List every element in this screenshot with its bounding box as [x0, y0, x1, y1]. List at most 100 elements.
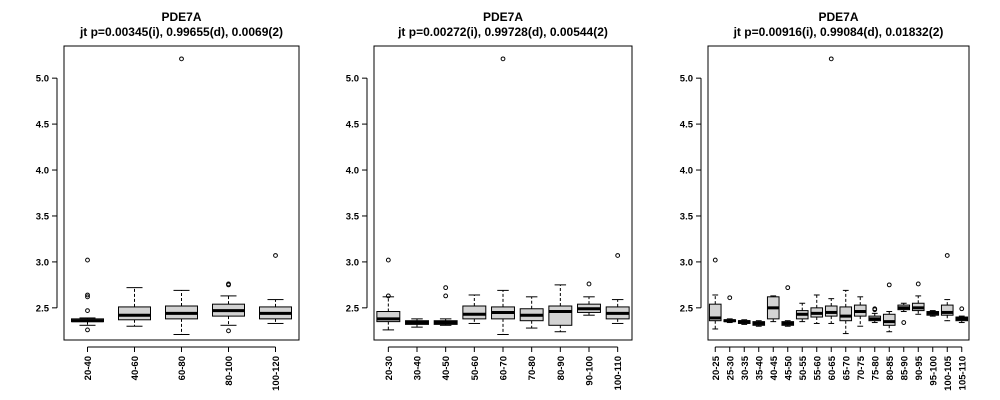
x-tick-label: 80-90 — [556, 356, 567, 380]
box-70-75 — [853, 296, 867, 327]
y-tick-label: 3.5 — [36, 211, 50, 222]
box-95-100 — [926, 310, 940, 317]
x-tick-label: 65-70 — [841, 356, 852, 380]
outlier-point — [500, 56, 506, 62]
box-60-80 — [165, 56, 198, 335]
box-100-110 — [605, 253, 630, 324]
x-tick-label: 60-80 — [177, 356, 188, 380]
box-85-90 — [897, 302, 911, 325]
outlier-point — [443, 293, 449, 299]
x-tick-label: 30-40 — [413, 356, 424, 380]
box-80-100 — [212, 281, 245, 334]
outlier-point — [85, 292, 90, 298]
y-tick-label: 4.5 — [680, 120, 694, 131]
outlier-point — [85, 327, 90, 333]
outlier-point — [385, 293, 391, 299]
x-tick-label: 20-40 — [83, 356, 94, 380]
x-tick-label: 70-80 — [527, 356, 538, 380]
y-tick-label: 3.0 — [680, 257, 693, 268]
box-60-65 — [824, 56, 838, 324]
x-tick-label: 100-110 — [613, 356, 624, 390]
outlier-point — [915, 281, 921, 287]
x-tick-label: 70-75 — [856, 355, 867, 380]
box-75-80 — [868, 306, 882, 324]
y-tick-label: 3.5 — [680, 211, 694, 222]
box-80-85 — [882, 282, 896, 333]
y-tick-label: 3.5 — [346, 211, 360, 222]
outlier-point — [226, 328, 231, 334]
outlier-point — [179, 56, 184, 62]
outlier-point — [385, 257, 391, 263]
x-tick-label: 80-100 — [224, 356, 235, 386]
x-tick-label: 50-60 — [470, 356, 481, 380]
box-80-90 — [548, 284, 573, 333]
chart-subtitle: jt p=0.00345(i), 0.99655(d), 0.0069(2) — [79, 25, 283, 39]
y-tick-label: 2.5 — [346, 303, 360, 314]
chart-title: PDE7A — [161, 10, 201, 24]
box-105-110 — [955, 306, 969, 324]
x-tick-label: 60-65 — [827, 355, 838, 380]
box-25-30 — [723, 295, 737, 324]
x-tick-label: 40-60 — [130, 356, 141, 380]
y-tick-label: 4.0 — [680, 166, 693, 177]
x-tick-label: 80-85 — [885, 355, 896, 380]
outlier-point — [712, 257, 718, 263]
box-55-60 — [810, 294, 824, 324]
y-tick-label: 3.0 — [36, 257, 49, 268]
x-tick-label: 35-40 — [754, 356, 765, 380]
x-tick-label: 20-25 — [711, 355, 722, 380]
x-tick-label: 90-100 — [585, 356, 596, 386]
chart-title: PDE7A — [818, 10, 858, 24]
box-30-35 — [737, 319, 751, 325]
x-tick-label: 95-100 — [928, 356, 939, 386]
x-tick-label: 40-50 — [441, 356, 452, 380]
box-40-50 — [433, 285, 458, 326]
y-tick-label: 5.0 — [680, 74, 693, 85]
x-tick-label: 50-55 — [798, 355, 809, 380]
outlier-point — [586, 281, 592, 287]
outlier-point — [443, 285, 449, 291]
outlier-point — [226, 282, 231, 288]
y-tick-label: 3.0 — [346, 257, 359, 268]
box-90-95 — [911, 281, 925, 315]
outlier-point — [615, 253, 621, 258]
box-90-100 — [577, 281, 601, 316]
box-iqr — [548, 305, 573, 326]
box-50-60 — [462, 294, 487, 324]
chart-subtitle: jt p=0.00916(i), 0.99084(d), 0.01832(2) — [733, 25, 944, 39]
outlier-point — [959, 306, 965, 312]
x-tick-label: 100-120 — [271, 356, 282, 391]
outlier-point — [886, 282, 892, 288]
box-100-120 — [259, 253, 292, 324]
box-65-70 — [839, 289, 853, 335]
box-35-40 — [752, 320, 766, 327]
box-20-25 — [708, 257, 722, 330]
box-iqr — [940, 304, 954, 316]
box-iqr — [708, 303, 722, 322]
y-tick-label: 4.5 — [36, 120, 50, 131]
x-tick-label: 20-30 — [384, 356, 395, 380]
outlier-point — [85, 257, 90, 263]
x-tick-label: 25-30 — [725, 356, 736, 380]
x-tick-label: 55-60 — [812, 356, 823, 380]
outlier-point — [944, 253, 950, 258]
outlier-point — [785, 285, 791, 291]
y-tick-label: 2.5 — [680, 303, 694, 314]
x-tick-label: 105-110 — [957, 356, 968, 390]
y-tick-label: 5.0 — [346, 74, 359, 85]
x-tick-label: 45-50 — [783, 356, 794, 380]
x-tick-label: 60-70 — [499, 356, 510, 380]
x-tick-label: 75-80 — [870, 356, 881, 380]
outlier-point — [85, 308, 90, 314]
y-tick-label: 2.5 — [36, 303, 50, 314]
plot-frame — [63, 45, 300, 341]
box-iqr — [376, 311, 401, 323]
box-iqr — [462, 305, 487, 320]
box-40-60 — [118, 287, 151, 327]
y-tick-label: 4.0 — [36, 166, 49, 177]
